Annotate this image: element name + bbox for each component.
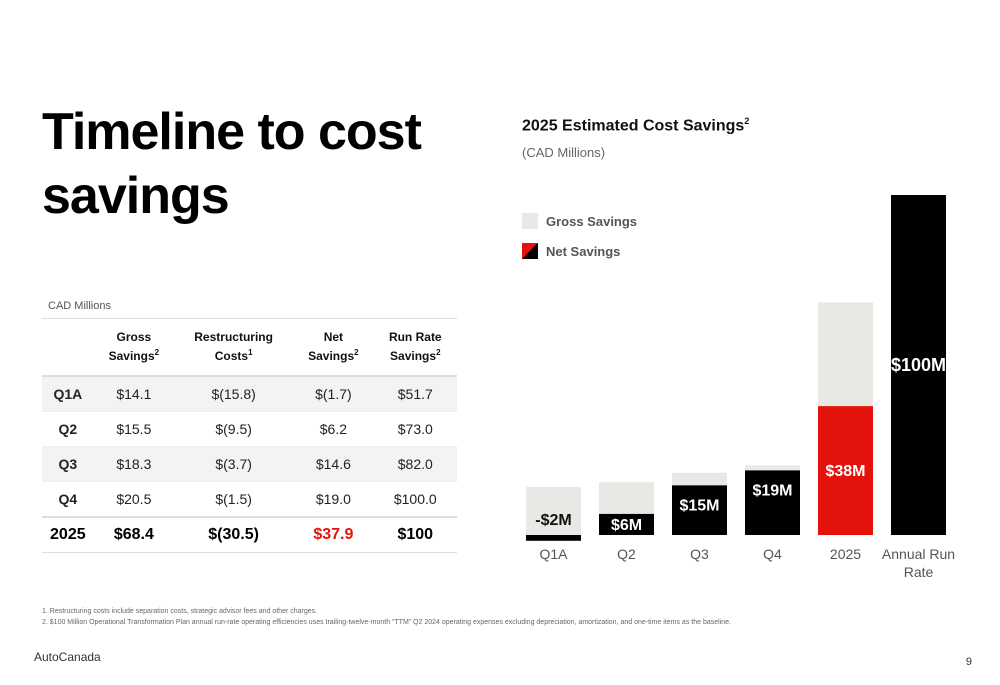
cell-runrate: $51.7: [373, 376, 457, 412]
row-label: Q3: [42, 446, 94, 482]
chart-subtitle: (CAD Millions): [522, 145, 606, 160]
footnote-1: 1. Restructuring costs include separatio…: [42, 608, 318, 615]
total-gross: $68.4: [113, 526, 154, 543]
data-label: $38M: [825, 463, 865, 480]
cell-gross: $18.3: [93, 446, 175, 482]
col-header-blank: [42, 319, 94, 377]
net-bar: [745, 470, 800, 535]
chart-title-sup: 2: [744, 116, 750, 126]
net-bar: [526, 535, 581, 541]
cell-restructuring: $(15.8): [174, 376, 294, 412]
chart-legend: Gross Savings Net Savings: [522, 206, 637, 266]
legend-item-net: Net Savings: [522, 236, 637, 266]
data-label: $6M: [611, 517, 642, 534]
col-header-runrate: Run Rate Savings2: [388, 330, 442, 363]
x-tick-label: 2025: [830, 546, 861, 562]
cell-gross: $20.5: [116, 491, 152, 507]
net-bar: [818, 406, 873, 535]
cell-runrate: $73.0: [397, 421, 433, 437]
col-header-restructuring: Restructuring Costs1: [194, 330, 273, 363]
col-header-gross: Gross Savings2: [108, 330, 160, 363]
net-bar: [891, 195, 946, 535]
x-tick-label: Q3: [690, 546, 709, 562]
cell-net: $19.0: [315, 491, 351, 507]
total-runrate: $100: [397, 526, 434, 543]
cell-gross: $14.1: [93, 376, 175, 412]
net-bar: [599, 513, 654, 535]
savings-table-section: CAD Millions Gross Savings2 Restructuring…: [42, 300, 457, 553]
table-row: Q3 $18.3 $(3.7) $14.6 $82.0: [42, 446, 457, 482]
cell-net: $(1.7): [293, 376, 374, 412]
cell-restructuring: $(1.5): [215, 491, 252, 507]
legend-swatch-gross: [522, 213, 538, 229]
gross-bar: [526, 487, 581, 535]
cell-net: $6.2: [319, 421, 347, 437]
footnotes: 1. Restructuring costs include separatio…: [42, 606, 731, 628]
savings-bar-chart: -$2M Q1A $6M Q2 $15M Q3 $19M Q4 $38M 2025 $100M Ann…: [526, 195, 955, 580]
data-label: -$2M: [535, 512, 571, 529]
cell-net: $14.6: [293, 446, 374, 482]
savings-table: Gross Savings2 Restructuring Costs1 Net Sav…: [42, 318, 457, 553]
legend-label-net: Net Savings: [546, 243, 621, 259]
net-bar: [672, 485, 727, 535]
x-tick-label: Rate: [904, 564, 934, 580]
total-label: 2025: [50, 526, 86, 543]
table-row: Q1A $14.1 $(15.8) $(1.7) $51.7: [42, 376, 457, 412]
table-total-row: 2025 $68.4 $(30.5) $37.9 $100: [42, 517, 457, 553]
table-units: CAD Millions: [48, 300, 111, 312]
chart-title: 2025 Estimated Cost Savings2: [522, 116, 750, 135]
cell-gross: $15.5: [116, 421, 152, 437]
total-restructuring: $(30.5): [208, 526, 259, 543]
row-label: Q1A: [42, 376, 94, 412]
data-label: $100M: [891, 355, 946, 375]
title-line-2: savings: [42, 167, 230, 225]
cell-runrate: $100.0: [393, 491, 437, 507]
legend-swatch-net: [522, 243, 538, 259]
table-row: Q4 $20.5 $(1.5) $19.0 $100.0: [42, 482, 457, 517]
total-net: $37.9: [313, 526, 354, 543]
data-label: $19M: [752, 482, 792, 499]
footnote-2: 2. $100 Million Operational Transformati…: [42, 619, 731, 626]
cell-runrate: $82.0: [373, 446, 457, 482]
title-line-1: Timeline to cost: [42, 103, 422, 161]
cell-restructuring: $(9.5): [215, 421, 252, 437]
page-title: Timeline to cost savings: [42, 100, 462, 228]
row-label: Q4: [58, 491, 78, 507]
x-tick-label: Annual Run: [882, 546, 955, 562]
row-label: Q2: [58, 421, 78, 437]
legend-label-gross: Gross Savings: [546, 213, 638, 229]
col-header-net: Net Savings2: [308, 330, 359, 363]
x-tick-label: Q2: [617, 546, 636, 562]
table-row: Q2 $15.5 $(9.5) $6.2 $73.0: [42, 412, 457, 447]
brand-logo: AutoCanada: [34, 650, 101, 664]
legend-item-gross: Gross Savings: [522, 206, 637, 236]
cell-restructuring: $(3.7): [174, 446, 294, 482]
page-number: 9: [965, 656, 972, 668]
x-tick-label: Q1A: [539, 546, 568, 562]
data-label: $15M: [679, 497, 719, 514]
x-tick-label: Q4: [763, 546, 782, 562]
